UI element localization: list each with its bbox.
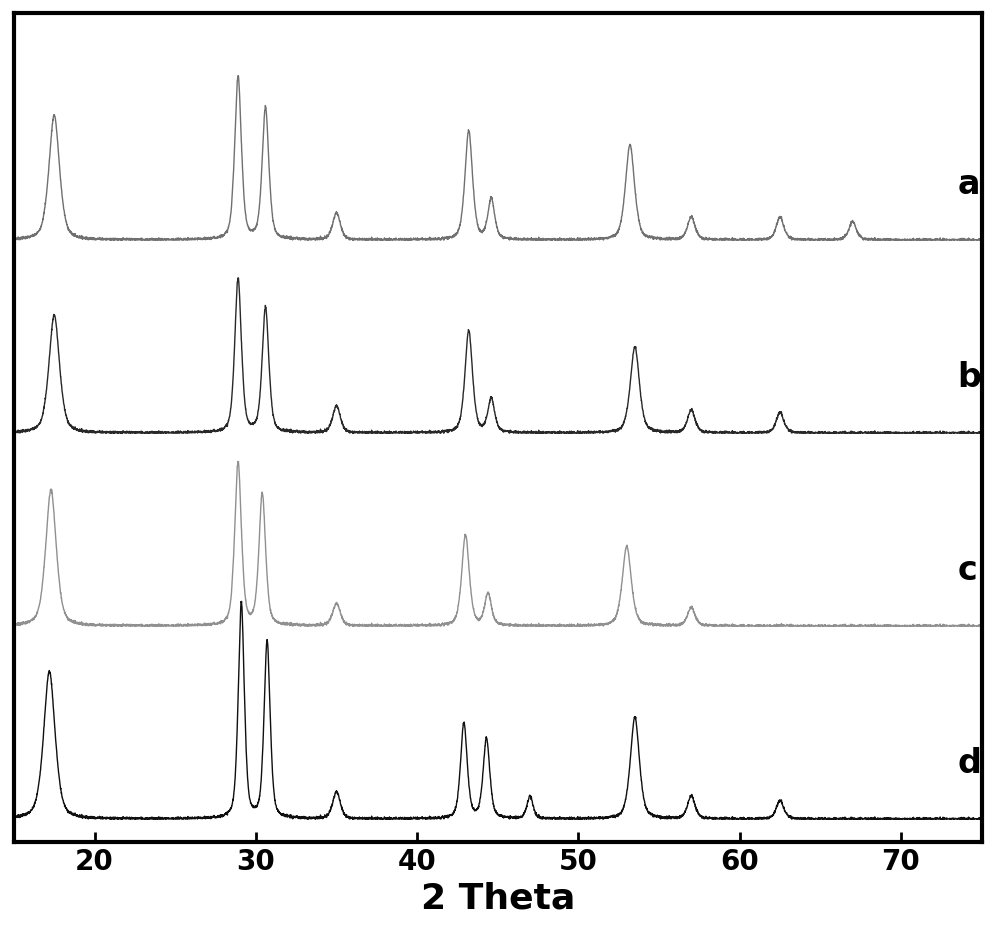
Text: d: d [957, 746, 981, 779]
X-axis label: 2 Theta: 2 Theta [421, 880, 575, 914]
Text: b: b [957, 360, 981, 393]
Text: a: a [957, 168, 980, 200]
Text: c: c [957, 553, 977, 586]
